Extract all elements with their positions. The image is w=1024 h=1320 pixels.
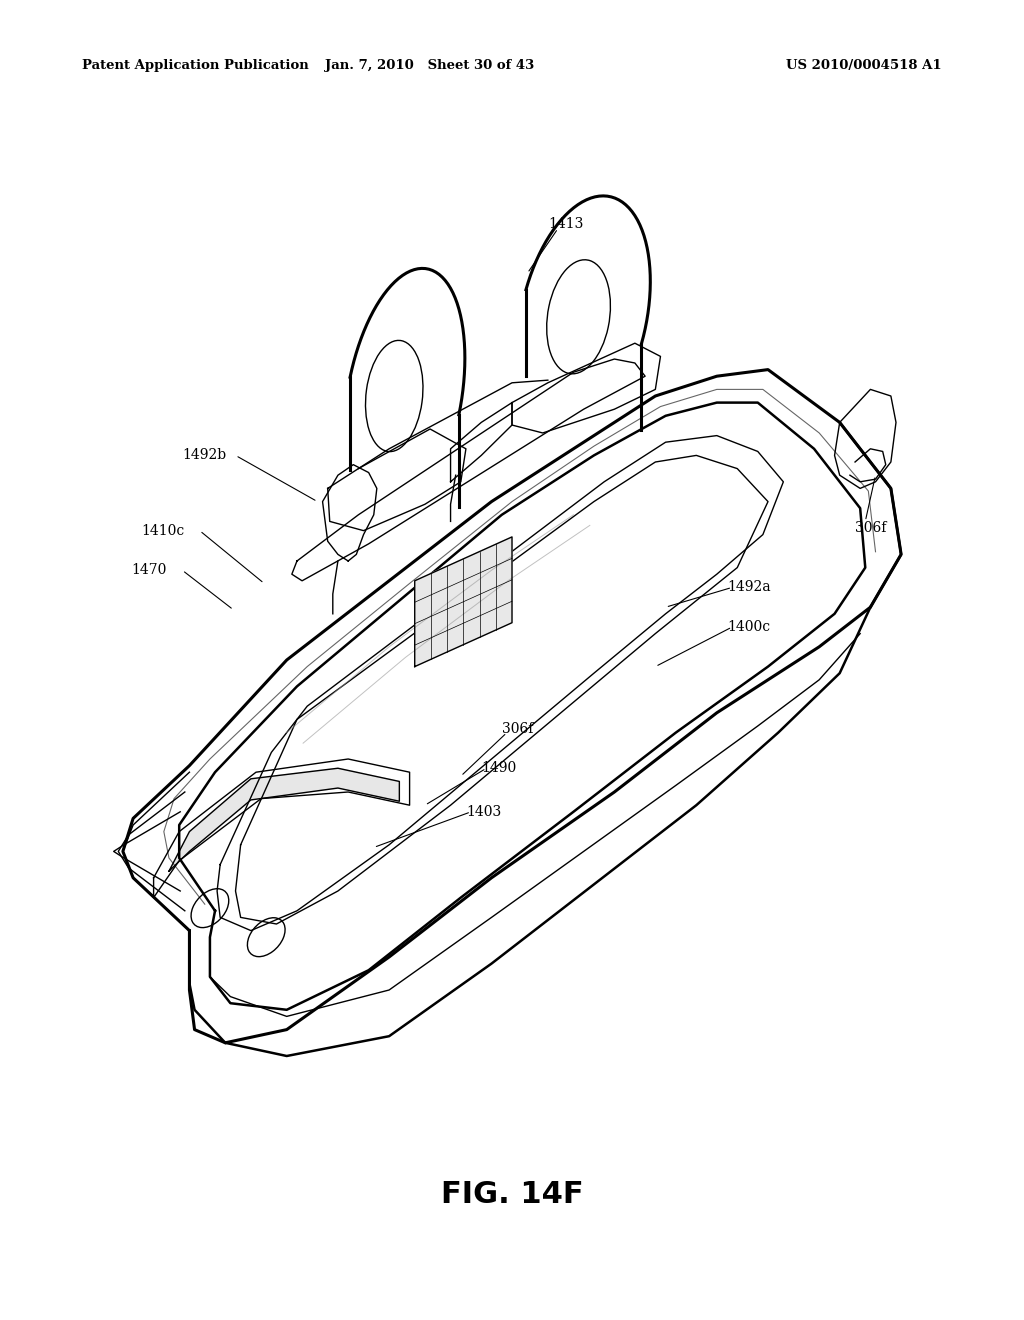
Text: 1413: 1413 bbox=[548, 218, 584, 231]
Text: 1400c: 1400c bbox=[727, 620, 770, 634]
Text: 306f: 306f bbox=[855, 521, 887, 535]
Text: FIG. 14F: FIG. 14F bbox=[440, 1180, 584, 1209]
Text: 1490: 1490 bbox=[481, 762, 516, 775]
Polygon shape bbox=[415, 537, 512, 667]
Text: 1492a: 1492a bbox=[727, 581, 771, 594]
Text: 1470: 1470 bbox=[131, 564, 167, 577]
Text: Patent Application Publication: Patent Application Publication bbox=[82, 59, 308, 73]
Polygon shape bbox=[169, 768, 399, 871]
Text: 1492b: 1492b bbox=[182, 449, 226, 462]
Text: 1403: 1403 bbox=[466, 805, 501, 818]
Text: 306f: 306f bbox=[502, 722, 534, 735]
Text: Jan. 7, 2010   Sheet 30 of 43: Jan. 7, 2010 Sheet 30 of 43 bbox=[326, 59, 535, 73]
Text: US 2010/0004518 A1: US 2010/0004518 A1 bbox=[786, 59, 942, 73]
Text: 1410c: 1410c bbox=[141, 524, 184, 537]
